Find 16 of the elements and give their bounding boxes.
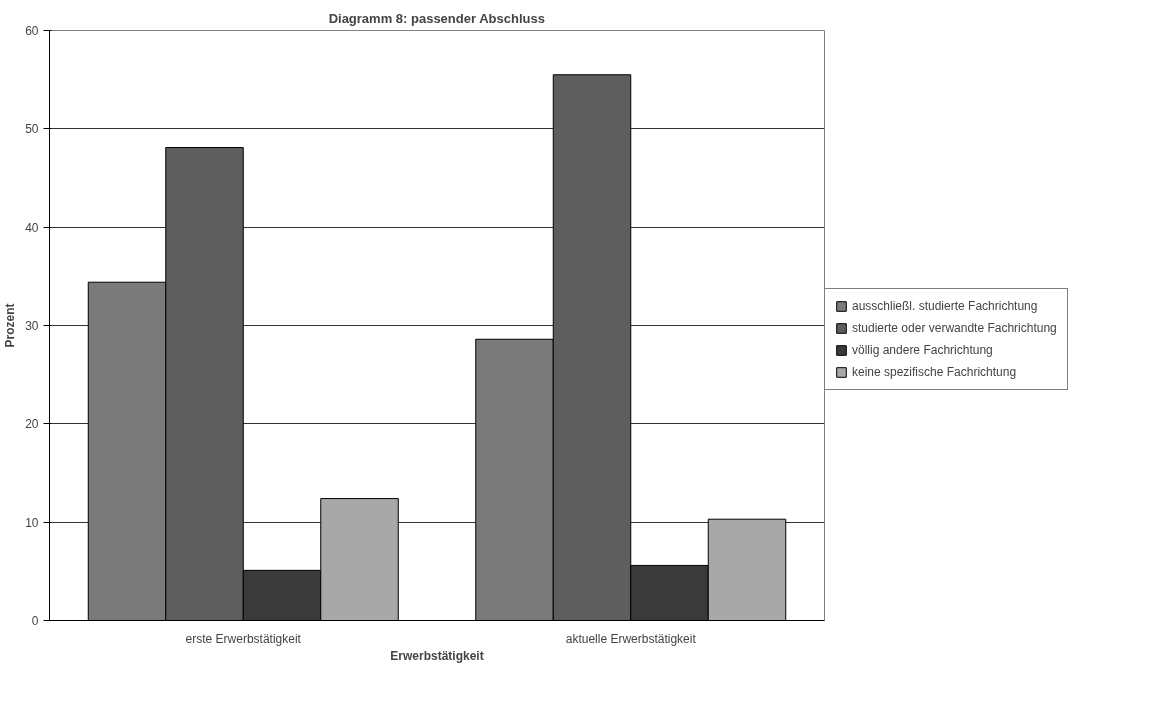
legend-label: studierte oder verwandte Fachrichtung — [852, 321, 1057, 335]
y-tick-label: 40 — [25, 220, 39, 235]
y-tick-label: 60 — [25, 24, 39, 38]
legend-label: keine spezifische Fachrichtung — [852, 365, 1017, 379]
y-tick-label: 20 — [25, 417, 39, 432]
y-tick-label: 30 — [25, 319, 39, 333]
legend-label: ausschließl. studierte Fachrichtung — [852, 299, 1038, 313]
y-tick-label: 10 — [25, 515, 39, 530]
chart-title: Diagramm 8: passender Abschluss — [328, 10, 545, 26]
x-tick-label: aktuelle Erwerbstätigkeit — [565, 631, 697, 646]
y-tick-label: 50 — [25, 122, 39, 137]
legend-label: völlig andere Fachrichtung — [852, 343, 993, 357]
x-tick-label: erste Erwerbstätigkeit — [185, 631, 302, 646]
y-axis-title: Prozent — [3, 303, 18, 348]
y-tick-label: 0 — [31, 614, 39, 628]
x-axis-title: Erwerbstätigkeit — [390, 648, 484, 663]
